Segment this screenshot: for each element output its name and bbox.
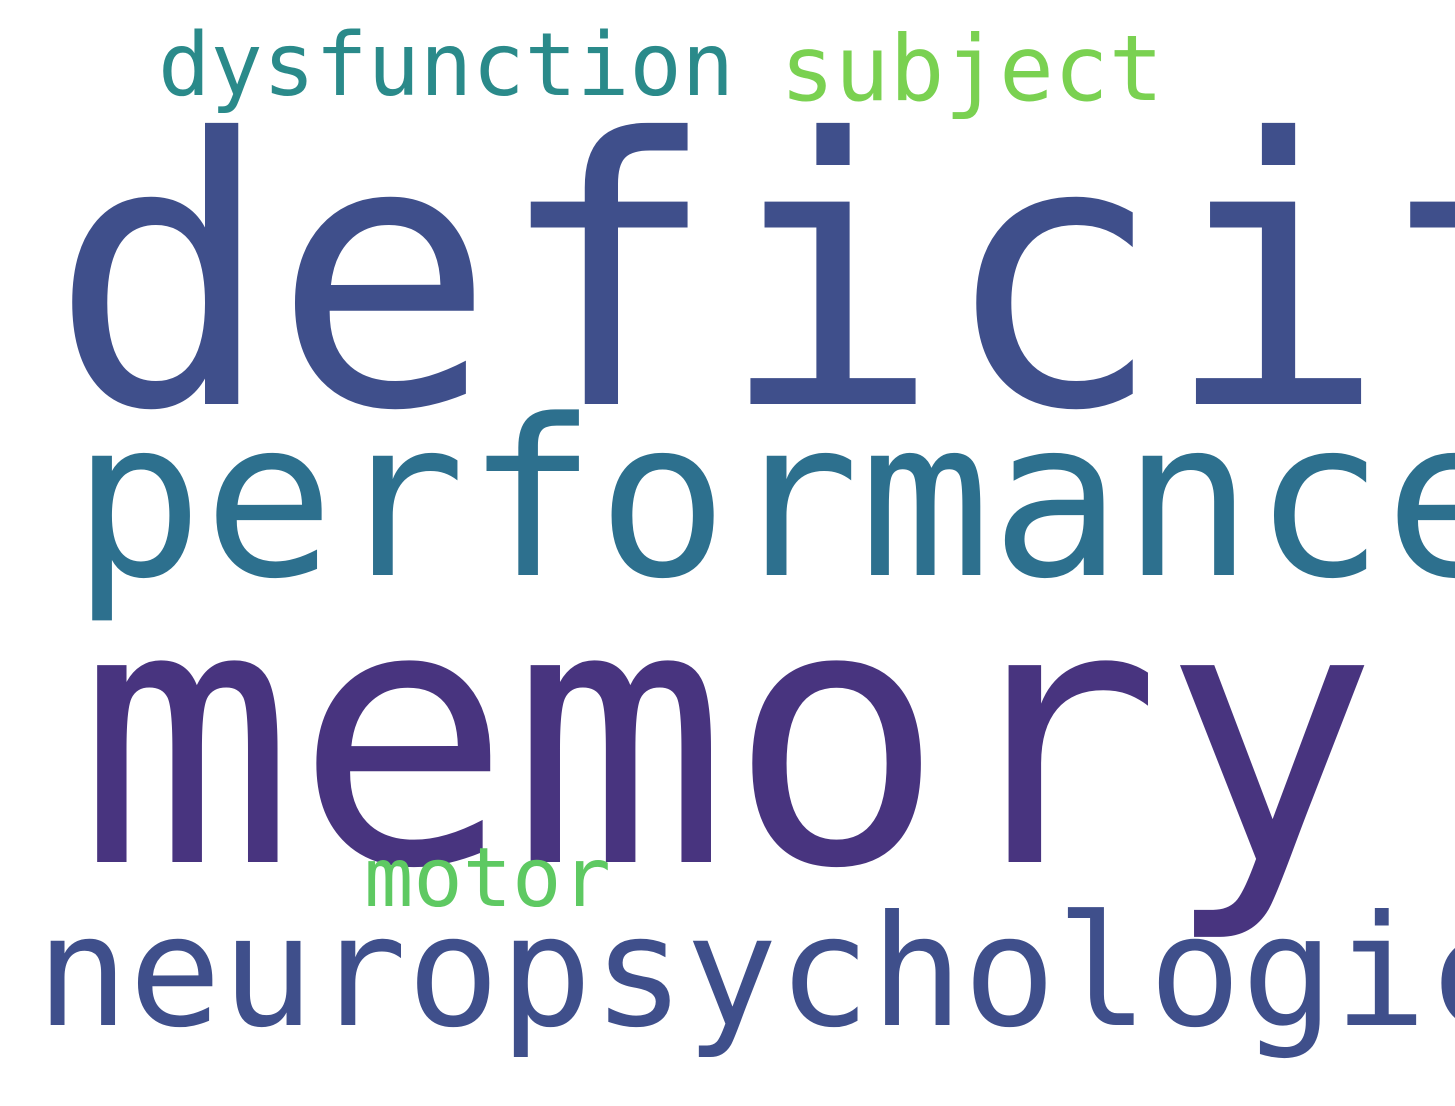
word-dysfunction: dysfunction <box>158 14 735 116</box>
word-deficit: deficit <box>50 62 1455 492</box>
word-motor: motor <box>364 831 611 926</box>
word-performance: performance <box>72 374 1455 627</box>
word-subject: subject <box>780 17 1164 122</box>
word-neuropsychological: neuropsychological <box>36 883 1455 1062</box>
word-memory: memory <box>78 528 1379 947</box>
